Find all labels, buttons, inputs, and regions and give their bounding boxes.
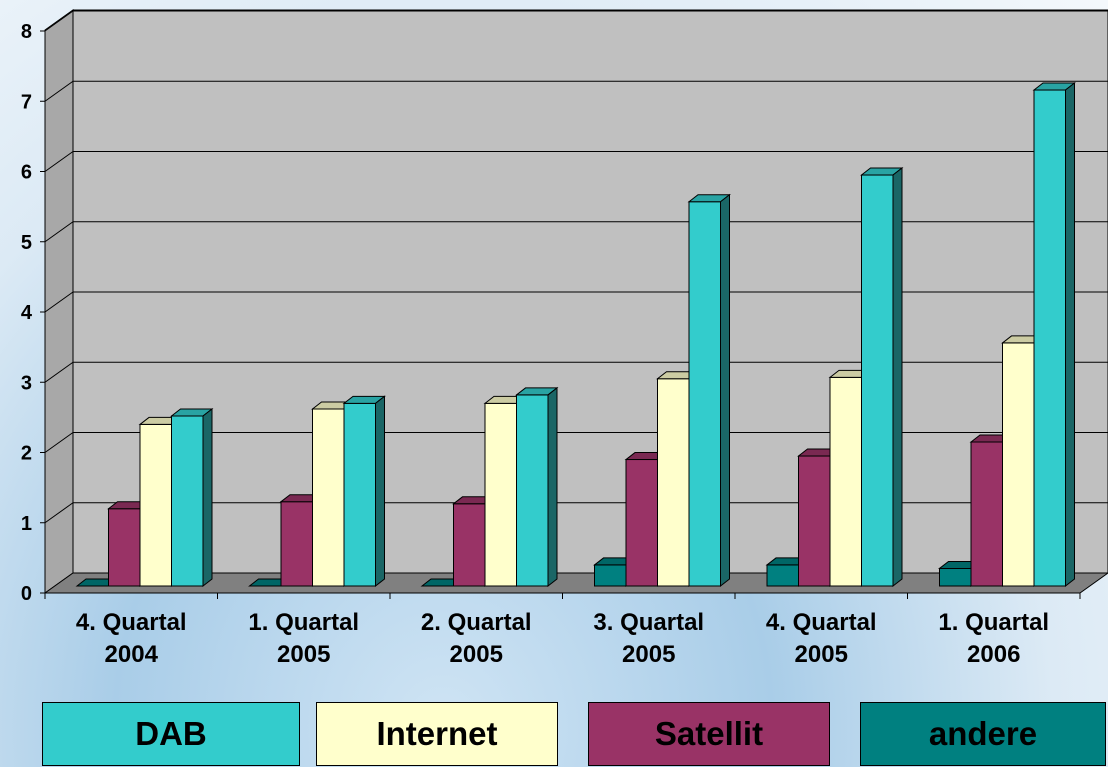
gridline-side [44,10,74,32]
bar-front [798,455,831,587]
gridline-side [44,502,74,524]
bar-dab [515,386,559,588]
gridline-side [44,80,74,102]
x-tick-label: 2. Quartal [421,609,532,636]
bar-side [375,395,385,588]
x-tick-label: 2004 [105,641,159,668]
x-tick-label: 2005 [277,641,330,668]
y-axis: 0 1 2 3 4 5 6 7 8 [21,21,46,605]
bars [75,82,1076,588]
gridlines [44,10,1108,524]
y-tick-label: 8 [21,21,32,43]
x-axis: 4. Quartal 2004 1. Quartal 2005 2. Quartal 20… [44,592,1081,668]
gridline-side [44,291,74,313]
y-tick-label: 6 [21,162,32,184]
bar-front [625,459,658,587]
bar-side [720,193,730,588]
bar-side [892,167,903,588]
x-tick-label: 2005 [622,641,675,668]
bar-front [970,441,1003,587]
bar-front [829,376,862,587]
legend-internet: Internet [316,702,558,766]
legend-andere-label: andere [928,715,1038,752]
bar-dab [170,407,214,588]
y-tick-label: 0 [21,583,32,605]
y-tick-label: 1 [21,513,32,535]
y-tick-label: 5 [21,232,32,254]
bar-front [594,564,627,587]
x-tick-label: 2006 [967,641,1020,668]
x-tick-label: 4. Quartal [766,609,877,636]
bar-front [343,402,376,587]
bar-front [1002,342,1035,587]
gridline-side [44,221,74,243]
legend-satellit: Satellit [588,702,830,766]
bar-front [484,402,517,587]
bar-front [171,415,204,587]
bar-front [516,394,549,587]
gridline-side [44,361,74,383]
gridline-side [44,151,74,172]
y-tick-label: 7 [21,91,32,113]
bar-dab [860,167,904,588]
x-tick-label: 3. Quartal [593,609,704,636]
x-tick-label: 1. Quartal [248,609,359,636]
bar-dab [342,395,386,588]
y-tick-label: 3 [21,372,32,394]
legend-andere: andere [860,702,1106,766]
bar-front [1033,89,1066,587]
legend-satellit-label: Satellit [654,715,764,752]
bar-chart: 0 1 2 3 4 5 6 7 8 4. Quartal 2004 1. Quartal 2005 2.… [21,9,1108,668]
bar-front [939,567,972,587]
x-tick-label: 4. Quartal [76,609,187,636]
bar-side [202,407,213,588]
bar-front [688,201,721,587]
x-tick-label: 2005 [795,641,848,668]
y-tick-label: 4 [21,302,33,324]
x-tick-label: 2005 [450,641,503,668]
bar-front [453,503,486,587]
y-tick-label: 2 [21,443,32,465]
bar-front [280,501,313,587]
x-tick-label: 1. Quartal [938,609,1049,636]
gridline-side [44,432,74,453]
bar-dab [687,193,731,588]
bar-side [1065,82,1075,588]
legend-dab-label: DAB [135,715,207,752]
bar-front [657,378,690,587]
legend-dab: DAB [42,702,300,766]
bar-front [312,408,345,587]
bar-front [861,174,894,587]
legend-internet-label: Internet [376,715,498,752]
bar-front [766,564,799,587]
bar-front [108,508,141,587]
bar-dab [1032,82,1076,588]
bar-front [139,423,172,587]
bar-side [547,386,558,588]
